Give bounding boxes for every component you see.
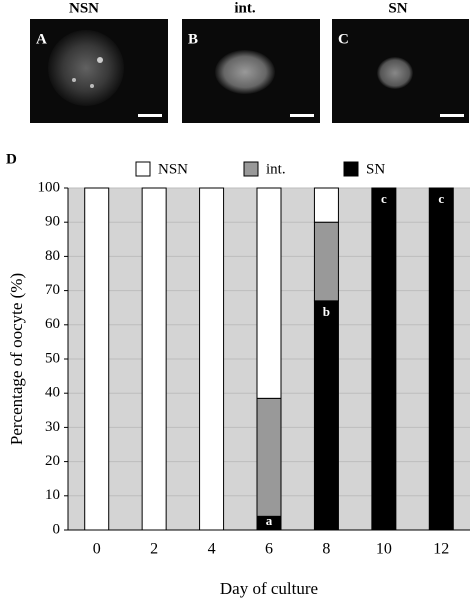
x-tick-label: 10 <box>376 541 392 558</box>
panel-letter: D <box>6 151 17 167</box>
y-tick-label: 10 <box>45 487 60 503</box>
image-c <box>332 19 469 123</box>
bar-segment <box>428 187 454 531</box>
panel-letter: B <box>188 31 198 47</box>
bar-segment <box>313 187 339 223</box>
legend-label: NSN <box>158 161 188 177</box>
legend-swatch <box>243 161 259 177</box>
bar-segment <box>256 397 282 517</box>
bar-segment <box>313 221 339 302</box>
y-tick-label: 30 <box>45 419 60 435</box>
bar-segment <box>141 187 167 531</box>
y-tick-label: 90 <box>45 214 60 230</box>
x-tick-label: 0 <box>93 541 101 558</box>
x-tick-label: 6 <box>265 541 273 558</box>
significance-label: a <box>266 513 273 528</box>
significance-label: c <box>438 191 444 206</box>
legend-label: int. <box>266 161 286 177</box>
y-tick-label: 100 <box>38 179 61 195</box>
x-tick-label: 2 <box>150 541 158 558</box>
y-tick-label: 20 <box>45 453 60 469</box>
image-a <box>30 19 168 123</box>
y-axis-title: Percentage of oocyte (%) <box>7 273 26 445</box>
image-title: int. <box>234 0 256 16</box>
legend-swatch <box>343 161 359 177</box>
panel-letter: C <box>338 31 349 47</box>
y-tick-label: 80 <box>45 248 60 264</box>
image-b <box>182 19 320 123</box>
legend-label: SN <box>366 161 385 177</box>
panel-letter: A <box>36 31 47 47</box>
y-tick-label: 50 <box>45 350 60 366</box>
bar-segment <box>199 187 225 531</box>
y-tick-label: 70 <box>45 282 60 298</box>
y-tick-label: 0 <box>53 521 61 537</box>
significance-label: b <box>323 304 330 319</box>
x-tick-label: 4 <box>208 541 216 558</box>
legend-swatch <box>135 161 151 177</box>
x-axis-title: Day of culture <box>220 579 318 598</box>
y-tick-label: 40 <box>45 385 60 401</box>
image-title: NSN <box>69 0 99 16</box>
bar-segment <box>371 187 397 531</box>
y-tick-label: 60 <box>45 316 60 332</box>
significance-label: c <box>381 191 387 206</box>
bar-segment <box>313 300 339 531</box>
x-tick-label: 8 <box>322 541 330 558</box>
x-tick-label: 12 <box>433 541 449 558</box>
bar-segment <box>84 187 110 531</box>
image-title: SN <box>388 0 407 16</box>
bar-segment <box>256 187 282 399</box>
